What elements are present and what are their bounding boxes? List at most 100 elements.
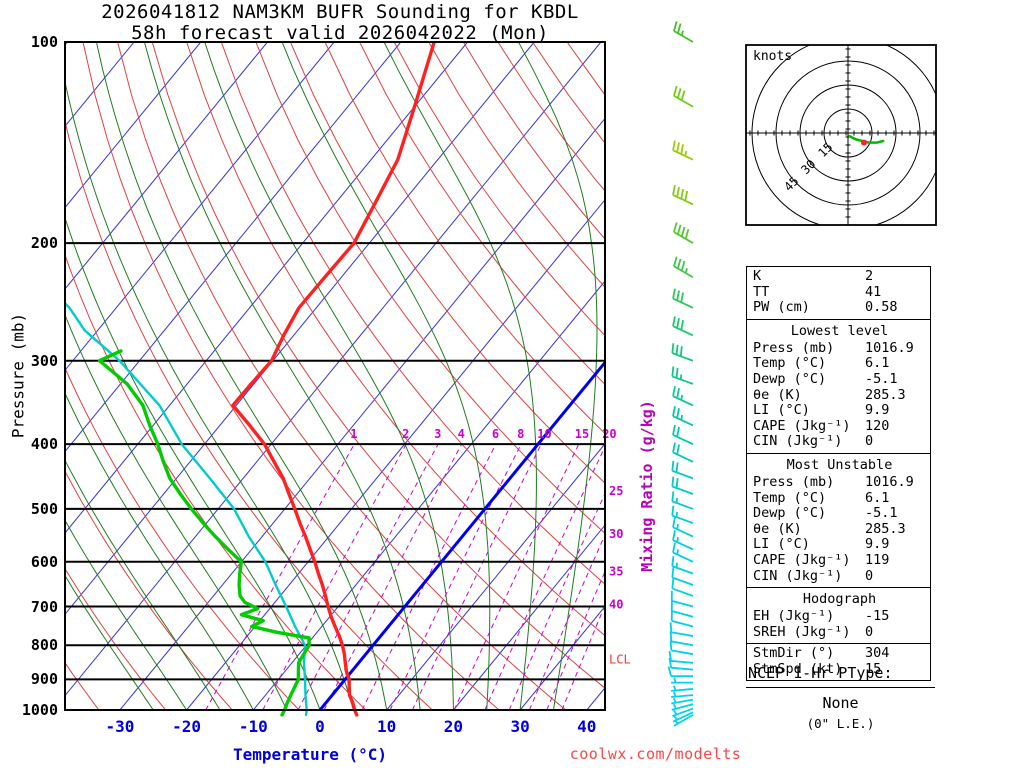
wind-barb — [668, 650, 694, 664]
wind-barb — [671, 703, 694, 711]
pressure-tick-label: 700 — [30, 597, 58, 616]
moist-adiabat-line — [65, 313, 288, 710]
mixing-ratio-value-label: 4 — [458, 427, 465, 441]
stats-value: -5.1 — [865, 370, 898, 387]
wind-barb-feather — [672, 442, 676, 453]
wind-barb-feather — [673, 21, 678, 32]
stats-value: -15 — [865, 608, 890, 625]
wind-barb — [672, 185, 694, 206]
wind-barb-staff — [672, 539, 694, 551]
wind-barb — [670, 610, 694, 628]
wind-barb-half-feather — [673, 677, 677, 683]
wind-barb-half-feather — [676, 549, 679, 555]
ptype-panel: NCEP 1-Hr PType: None (0" L.E.) — [746, 664, 935, 731]
wind-barb — [671, 366, 694, 385]
wind-barb — [671, 567, 694, 586]
stats-label: StmSpd (kt) — [753, 660, 843, 677]
moist-adiabat-line — [65, 574, 154, 710]
stats-section-header: Lowest level — [790, 322, 889, 339]
stats-value: 0.58 — [865, 299, 898, 316]
wind-barb-feather — [672, 288, 676, 299]
stats-label: θe (K) — [753, 520, 802, 537]
moist-adiabat-line — [65, 519, 188, 710]
wind-barb-feather — [680, 226, 686, 237]
chart-title: 2026041812 NAM3KM BUFR Sounding for KBDL — [101, 1, 579, 23]
wind-barb-staff — [672, 500, 694, 510]
wind-barb-feather — [671, 491, 675, 502]
dry-adiabat-line — [65, 567, 166, 710]
wind-barb-half-feather — [675, 512, 678, 518]
stats-label: SREH (Jkg⁻¹) — [753, 623, 851, 640]
stats-label: θe (K) — [753, 386, 802, 403]
wind-barb — [671, 491, 694, 510]
mixing-ratio-axis-label: Mixing Ratio (g/kg) — [638, 400, 656, 572]
wind-barb-feather — [673, 222, 678, 233]
wind-barb-feather — [672, 316, 676, 327]
wind-barb-staff — [672, 451, 694, 463]
wind-barb-half-feather — [684, 267, 688, 274]
wind-barb-feather — [676, 388, 680, 399]
moist-adiabat-line — [383, 42, 537, 710]
mixing-ratio-value-label: 35 — [609, 564, 623, 578]
wind-barb-feather — [680, 144, 685, 155]
temperature-tick-label: 30 — [510, 717, 530, 736]
wind-barb — [672, 711, 694, 723]
wind-barb-feather — [671, 476, 675, 487]
wind-barb — [672, 386, 694, 407]
wind-barb-feather — [672, 542, 676, 553]
wind-barb — [670, 600, 694, 618]
wind-barb — [670, 590, 694, 608]
wind-barb — [671, 578, 694, 597]
stats-label: CAPE (Jkg⁻¹) — [753, 551, 851, 568]
stats-section-header: Hodograph — [802, 591, 877, 608]
stats-value: 1016.9 — [865, 473, 914, 490]
wind-barb-feather — [672, 185, 676, 196]
wind-barb-feather — [680, 188, 685, 200]
mixing-ratio-value-label: 15 — [575, 427, 589, 441]
wind-barb-feather — [676, 142, 680, 153]
wind-barb-feather — [675, 462, 679, 473]
stats-label: EH (Jkg⁻¹) — [753, 608, 835, 625]
stats-row: TT 41 — [753, 284, 926, 301]
dry-adiabat-line — [393, 42, 605, 337]
plot-frame — [64, 41, 606, 711]
wind-barb-feather — [668, 650, 672, 662]
stats-label: LI (°C) — [753, 402, 810, 419]
mixing-ratio-value-label: 25 — [609, 484, 623, 498]
wind-barb-staff — [672, 415, 694, 427]
stats-row: Press (mb) 1016.9 — [753, 340, 926, 357]
wind-barb-feather — [680, 292, 685, 303]
wind-barb — [671, 556, 694, 575]
moist-adiabat-line — [204, 42, 454, 710]
wind-barb — [672, 140, 694, 161]
hodograph-units-label: knots — [753, 49, 793, 64]
wind-barb — [673, 256, 694, 279]
wind-barb-feather — [675, 344, 679, 355]
mixing-ratio-value-label: 2 — [402, 427, 409, 441]
watermark-link[interactable]: coolwx.com/modelts — [569, 745, 742, 763]
wind-barb — [672, 406, 694, 427]
mixing-ratio-line — [484, 445, 605, 710]
stats-row: Dewp (°C) -5.1 — [753, 370, 926, 388]
temperature-tick-label: -10 — [238, 717, 268, 736]
dry-adiabat-line — [324, 42, 605, 435]
wind-barb — [669, 631, 694, 647]
wind-barb-feather — [676, 318, 680, 329]
mixing-ratio-value-label: 30 — [609, 527, 623, 541]
wind-barb-staff — [672, 565, 694, 575]
dry-adiabat-line — [186, 42, 605, 637]
isotherm-line — [186, 198, 605, 710]
stats-value: 285.3 — [865, 386, 906, 403]
moist-adiabat-line — [518, 42, 598, 710]
stats-label: PW (cm) — [753, 299, 810, 316]
stats-value: 0 — [865, 623, 874, 640]
wind-barb-feather — [672, 517, 676, 528]
wind-barb-feather — [676, 23, 682, 34]
mixing-ratio-line — [389, 443, 522, 710]
wind-barb — [667, 666, 693, 678]
dry-adiabat-line — [220, 42, 605, 585]
stats-row: SREH (Jkg⁻¹) 0 — [753, 623, 926, 641]
wind-barb-feather — [675, 478, 679, 489]
